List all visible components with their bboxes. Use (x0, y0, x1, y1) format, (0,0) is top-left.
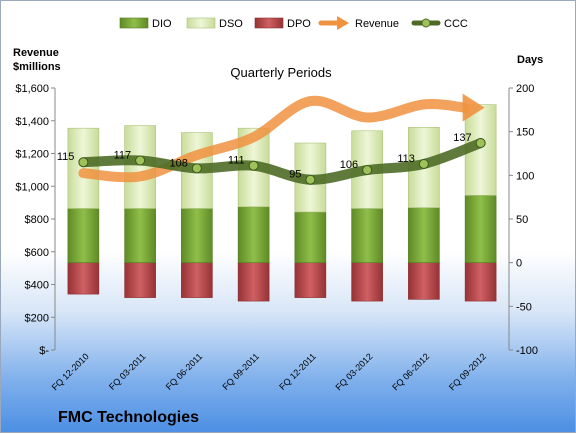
bar-dpo (67, 262, 100, 295)
left-tick-label: $200 (25, 312, 49, 324)
right-axis-title: Days (517, 54, 543, 66)
bar-dpo (181, 262, 213, 298)
left-tick-label: $800 (25, 214, 49, 226)
right-axis-ticks: -100 -50 0 50 100 150 200 (509, 83, 538, 357)
legend-label-revenue: Revenue (355, 18, 399, 30)
right-tick-label: 50 (516, 214, 528, 226)
bar-dpo (351, 262, 383, 302)
legend-label-dpo: DPO (287, 18, 311, 30)
bar-dpo (237, 262, 270, 302)
bar-dpo (294, 262, 327, 298)
ccc-data-label: 106 (340, 159, 358, 171)
left-tick-label: $400 (25, 280, 49, 292)
category-label: FQ 06-2011 (164, 351, 205, 392)
ccc-point (78, 157, 89, 168)
revenue-arrowhead (462, 93, 485, 122)
ccc-data-label: 108 (170, 157, 188, 169)
right-tick-label: 150 (516, 127, 534, 139)
revenue-layer (78, 93, 485, 183)
ccc-data-label: 117 (114, 149, 132, 161)
bar-dio (124, 208, 156, 263)
legend-item-ccc: CCC (411, 18, 468, 30)
category-label: FQ 12-2011 (277, 351, 318, 392)
ccc-data-label: 113 (397, 153, 415, 165)
category-label: FQ 03-2012 (334, 351, 375, 392)
ccc-data-label: 95 (289, 169, 301, 181)
ccc-layer: 115 117 108 111 95 106 113 137 (57, 132, 486, 185)
left-tick-label: $1,400 (15, 116, 49, 128)
right-tick-label: 200 (516, 83, 534, 95)
category-label: FQ 12-2010 (50, 351, 91, 392)
legend-arrowhead-revenue (337, 16, 349, 30)
legend-item-dpo: DPO (254, 17, 311, 30)
right-tick-label: 100 (516, 170, 534, 182)
left-axis-title-line1: Revenue (13, 47, 59, 59)
bar-dio (351, 208, 383, 263)
left-tick-label: $1,200 (15, 149, 49, 161)
category-label: FQ 03-2011 (107, 351, 148, 392)
legend-swatch-dpo (254, 17, 284, 29)
legend-item-dio: DIO (119, 17, 172, 30)
bar-dio (237, 206, 270, 263)
right-tick-label: 0 (516, 258, 522, 270)
bar-dpo (464, 262, 497, 302)
bar-dso (124, 125, 156, 209)
ccc-point (362, 165, 373, 176)
chart-title: Quarterly Periods (230, 65, 332, 80)
ccc-data-label: 111 (228, 155, 245, 167)
legend: DIO DSO DPO Revenue CCC (119, 16, 468, 30)
legend-marker-ccc (421, 18, 431, 28)
bar-dpo (124, 262, 156, 298)
left-tick-label: $- (39, 345, 49, 357)
company-name: FMC Technologies (58, 409, 199, 426)
legend-item-revenue: Revenue (318, 16, 399, 30)
category-labels: FQ 12-2010 FQ 03-2011 FQ 06-2011 FQ 09-2011… (50, 351, 488, 392)
ccc-point (418, 158, 429, 169)
ccc-point (305, 174, 316, 185)
left-tick-label: $600 (25, 247, 49, 259)
ccc-point (475, 138, 486, 149)
ccc-point (135, 155, 146, 166)
ccc-data-label: 137 (453, 132, 471, 144)
ccc-data-label: 115 (57, 151, 75, 163)
left-axis-ticks: $- $200 $400 $600 $800 $1,000 $1,200 $1,400 $1,6… (15, 83, 55, 357)
legend-label-ccc: CCC (444, 18, 468, 30)
category-label: FQ 09-2011 (220, 351, 261, 392)
bar-dpo (408, 262, 440, 300)
legend-label-dio: DIO (152, 18, 172, 30)
bar-dio (67, 208, 100, 263)
bar-dio (408, 207, 440, 263)
left-tick-label: $1,000 (15, 181, 49, 193)
right-tick-label: -50 (516, 301, 532, 313)
ccc-point (248, 160, 259, 171)
ccc-point (191, 163, 202, 174)
right-tick-label: -100 (516, 345, 538, 357)
category-label: FQ 06-2012 (390, 351, 431, 392)
left-tick-label: $1,600 (15, 83, 49, 95)
bars-layer (67, 104, 497, 302)
bar-dio (464, 195, 497, 263)
revenue-line (78, 95, 470, 183)
legend-label-dso: DSO (219, 18, 243, 30)
bar-dio (181, 208, 213, 263)
category-label: FQ 09-2012 (447, 351, 488, 392)
bar-dio (294, 211, 327, 263)
left-axis-title-line2: $millions (13, 61, 61, 73)
legend-swatch-dio (119, 17, 149, 29)
legend-swatch-dso (186, 17, 216, 29)
legend-item-dso: DSO (186, 17, 243, 30)
